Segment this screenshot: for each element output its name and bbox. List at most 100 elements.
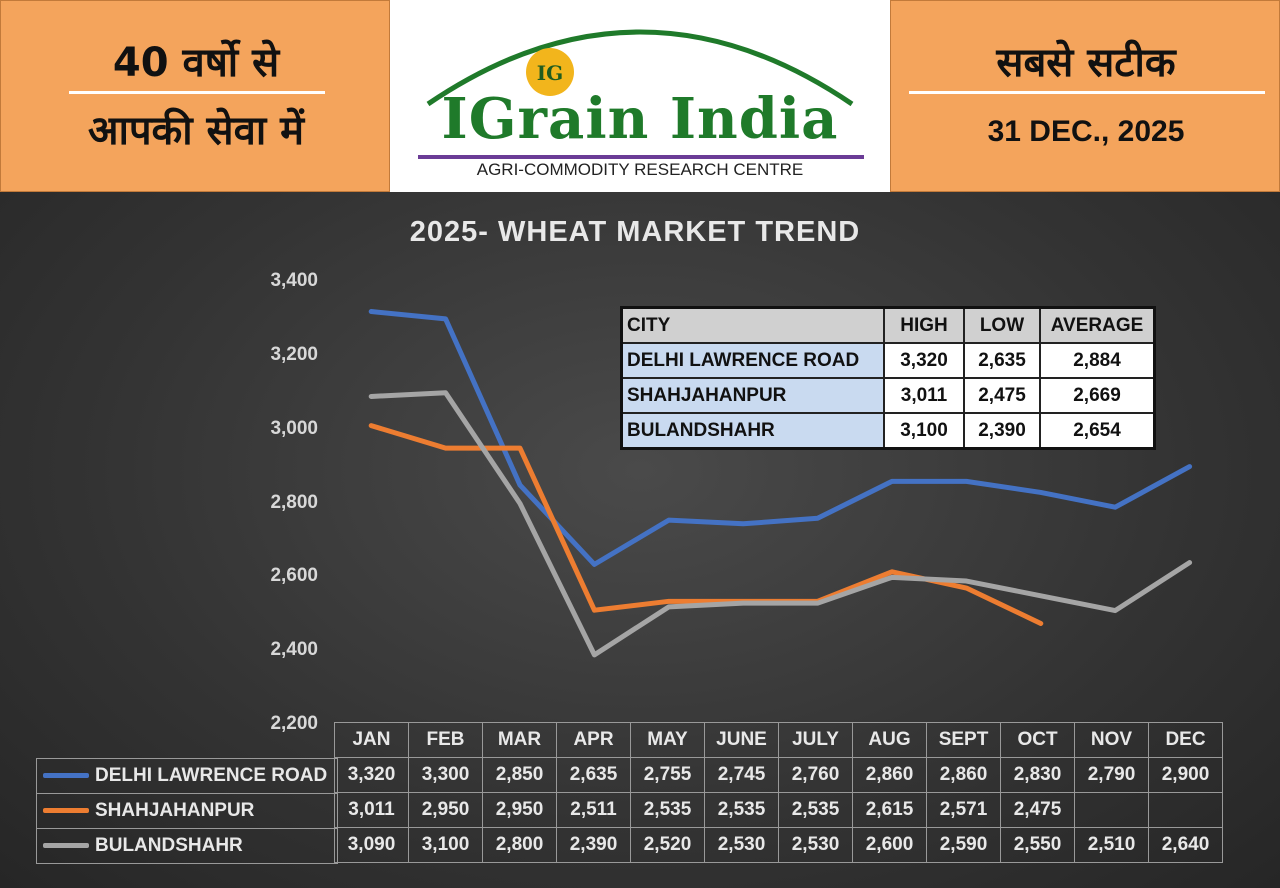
data-value-label: 2,390 <box>556 827 631 863</box>
legend-swatch-shahjahanpur <box>43 808 89 814</box>
summary-average: 2,669 <box>1039 377 1156 414</box>
summary-col-low: LOW <box>963 306 1041 344</box>
data-value-label: 2,535 <box>630 792 705 828</box>
data-value-label: 2,745 <box>704 757 779 793</box>
summary-col-average: AVERAGE <box>1039 306 1156 344</box>
y-tick-label: 3,200 <box>270 343 318 365</box>
x-category-label: MAY <box>630 722 705 758</box>
data-value-label: 2,511 <box>556 792 631 828</box>
data-value-label: 2,550 <box>1000 827 1075 863</box>
tagline-divider-right <box>909 91 1265 94</box>
data-value-label: 3,300 <box>408 757 483 793</box>
series-line-bulandshahr <box>368 390 1193 658</box>
legend-row: SHAHJAHANPUR <box>36 793 338 829</box>
legend-swatch-delhi <box>43 773 89 779</box>
tagline-service: आपकी सेवा में <box>87 108 305 154</box>
data-value-label: 2,615 <box>852 792 927 828</box>
header-left-panel: 40 वर्षो से आपकी सेवा में <box>0 0 390 192</box>
legend-label: SHAHJAHANPUR <box>95 800 255 821</box>
data-value-label: 2,850 <box>482 757 557 793</box>
data-value-label: 2,860 <box>926 757 1001 793</box>
data-value-label: 2,510 <box>1074 827 1149 863</box>
header-right-panel: सबसे सटीक 31 DEC., 2025 <box>890 0 1280 192</box>
summary-col-high: HIGH <box>883 306 965 344</box>
y-tick-label: 3,400 <box>270 270 318 291</box>
x-category-label: JAN <box>334 722 409 758</box>
summary-low: 2,635 <box>963 342 1041 379</box>
series-line-delhi-lawrence-road <box>368 309 1193 567</box>
y-tick-label: 2,800 <box>270 491 318 513</box>
data-table-row: 3,090 3,100 2,800 2,390 2,520 2,530 2,530 2,600… <box>334 827 1223 863</box>
data-table-header-row: JAN FEB MAR APR MAY JUNE JULY AUG SEPT OCT NOV DEC <box>334 722 1223 758</box>
brand-underline <box>418 155 864 159</box>
data-value-label: 3,011 <box>334 792 409 828</box>
data-table-row: 3,011 2,950 2,950 2,511 2,535 2,535 2,535 2,615… <box>334 792 1223 828</box>
summary-col-city: CITY <box>620 306 885 344</box>
data-table-row: 3,320 3,300 2,850 2,635 2,755 2,745 2,760 2,860… <box>334 757 1223 793</box>
report-date: 31 DEC., 2025 <box>987 115 1185 148</box>
data-value-label: 2,760 <box>778 757 853 793</box>
data-value-label: 2,635 <box>556 757 631 793</box>
svg-text:IG: IG <box>537 61 563 85</box>
brand-logo: IG IGrain India AGRI-COMMODITY RESEARCH … <box>390 0 890 192</box>
legend-row: DELHI LAWRENCE ROAD <box>36 758 338 794</box>
legend-table: DELHI LAWRENCE ROAD SHAHJAHANPUR BULANDS… <box>36 758 338 864</box>
tagline-divider <box>69 91 325 94</box>
x-category-label: JULY <box>778 722 853 758</box>
x-category-label: NOV <box>1074 722 1149 758</box>
x-category-label: SEPT <box>926 722 1001 758</box>
data-value-label: 3,090 <box>334 827 409 863</box>
summary-city: BULANDSHAHR <box>620 412 885 450</box>
tagline-accurate: सबसे सटीक <box>996 40 1176 86</box>
summary-high: 3,011 <box>883 377 965 414</box>
grain-badge-icon <box>526 48 574 96</box>
data-value-label: 2,950 <box>482 792 557 828</box>
logo-arc-graphic: IG <box>426 29 854 107</box>
legend-swatch-bulandshahr <box>43 843 89 849</box>
y-tick-label: 3,000 <box>270 417 318 439</box>
legend-label: DELHI LAWRENCE ROAD <box>95 765 328 786</box>
data-value-label <box>1148 792 1223 828</box>
legend-row: BULANDSHAHR <box>36 828 338 864</box>
summary-high: 3,320 <box>883 342 965 379</box>
brand-tagline: AGRI-COMMODITY RESEARCH CENTRE <box>476 160 804 179</box>
summary-low: 2,390 <box>963 412 1041 450</box>
data-value-label: 2,520 <box>630 827 705 863</box>
data-value-label: 2,790 <box>1074 757 1149 793</box>
data-value-label: 3,320 <box>334 757 409 793</box>
legend-label: BULANDSHAHR <box>95 835 243 856</box>
data-value-label: 2,600 <box>852 827 927 863</box>
y-tick-label: 2,200 <box>270 713 318 734</box>
x-category-label: OCT <box>1000 722 1075 758</box>
data-value-label: 2,640 <box>1148 827 1223 863</box>
chart-title: 2025- WHEAT MARKET TREND <box>409 216 861 248</box>
data-value-label <box>1074 792 1149 828</box>
data-value-label: 2,530 <box>704 827 779 863</box>
tagline-years: 40 वर्षो से <box>112 40 280 86</box>
x-category-label: FEB <box>408 722 483 758</box>
summary-city: DELHI LAWRENCE ROAD <box>620 342 885 379</box>
data-value-label: 2,590 <box>926 827 1001 863</box>
summary-high: 3,100 <box>883 412 965 450</box>
x-category-label: JUNE <box>704 722 779 758</box>
summary-table: CITY HIGH LOW AVERAGE DELHI LAWRENCE ROA… <box>620 306 1156 450</box>
x-category-label: APR <box>556 722 631 758</box>
data-value-label: 2,535 <box>778 792 853 828</box>
data-value-label: 2,830 <box>1000 757 1075 793</box>
summary-city: SHAHJAHANPUR <box>620 377 885 414</box>
brand-name: IGrain India <box>441 86 839 152</box>
summary-average: 2,884 <box>1039 342 1156 379</box>
y-tick-label: 2,600 <box>270 565 318 587</box>
data-value-label: 2,900 <box>1148 757 1223 793</box>
data-table: JAN FEB MAR APR MAY JUNE JULY AUG SEPT OCT NOV DEC 3… <box>334 722 1223 863</box>
line-chart <box>368 309 1193 658</box>
data-value-label: 2,535 <box>704 792 779 828</box>
data-value-label: 2,530 <box>778 827 853 863</box>
data-value-label: 2,860 <box>852 757 927 793</box>
x-category-label: DEC <box>1148 722 1223 758</box>
summary-low: 2,475 <box>963 377 1041 414</box>
data-value-label: 2,755 <box>630 757 705 793</box>
x-category-label: AUG <box>852 722 927 758</box>
x-category-label: MAR <box>482 722 557 758</box>
data-value-label: 2,800 <box>482 827 557 863</box>
